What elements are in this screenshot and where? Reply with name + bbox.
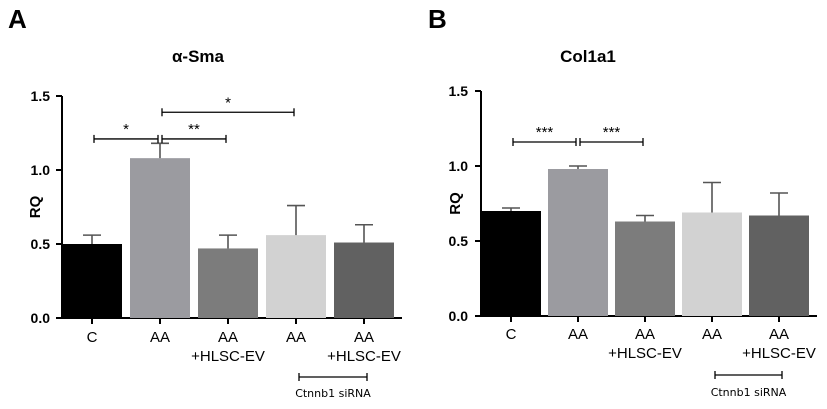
group-label: Ctnnb1 siRNA xyxy=(295,387,371,400)
group-label: Ctnnb1 siRNA xyxy=(711,386,787,399)
panel-letter: A xyxy=(8,4,27,34)
y-tick-label: 0.0 xyxy=(449,308,469,324)
x-tick-label: AA xyxy=(354,329,374,346)
x-tick-label-line2: +HLSC-EV xyxy=(608,345,682,362)
bar xyxy=(198,248,258,318)
panel-a: Aα-Sma RQ 0.0 0.5 1.0 1.5 C AA AA +HLSC-EV AA AA +HL… xyxy=(8,4,402,400)
x-tick-label: C xyxy=(87,329,98,346)
bar xyxy=(548,169,608,316)
y-axis-label: RQ xyxy=(27,195,44,218)
bar xyxy=(130,158,190,318)
chart-title: α-Sma xyxy=(172,47,225,66)
y-tick-label: 0.0 xyxy=(31,310,51,326)
x-tick-label: C xyxy=(506,326,517,343)
x-tick-label: AA xyxy=(150,329,170,346)
y-tick-label: 0.5 xyxy=(31,236,51,252)
y-axis-label: RQ xyxy=(447,192,464,215)
panel-letter: B xyxy=(428,4,447,34)
x-tick-label-line2: +HLSC-EV xyxy=(191,348,265,365)
y-tick-label: 1.5 xyxy=(31,88,51,104)
bar xyxy=(615,221,675,316)
significance-label: * xyxy=(123,121,129,138)
chart-title: Col1a1 xyxy=(560,47,616,66)
significance-label: *** xyxy=(603,124,621,141)
significance-label: ** xyxy=(188,121,200,138)
y-tick-label: 1.5 xyxy=(449,83,469,99)
bar xyxy=(682,212,742,316)
y-tick-label: 1.0 xyxy=(31,162,51,178)
x-tick-label-line2: +HLSC-EV xyxy=(327,348,401,365)
bar xyxy=(334,242,394,318)
x-tick-label: AA xyxy=(635,326,655,343)
x-tick-label: AA xyxy=(218,329,238,346)
x-tick-label: AA xyxy=(286,329,306,346)
bar xyxy=(266,235,326,318)
x-tick-label: AA xyxy=(702,326,722,343)
x-tick-label: AA xyxy=(769,326,789,343)
y-tick-label: 0.5 xyxy=(449,233,469,249)
panel-b: B Col1a1 RQ 0.0 0.5 1.0 1.5 C AA AA +HLSC-EV AA AA +H… xyxy=(428,4,817,399)
y-tick-label: 1.0 xyxy=(449,158,469,174)
x-tick-label-line2: +HLSC-EV xyxy=(742,345,816,362)
bar xyxy=(481,211,541,316)
x-tick-label: AA xyxy=(568,326,588,343)
bar xyxy=(749,215,809,316)
significance-label: *** xyxy=(536,124,554,141)
bar xyxy=(62,244,122,318)
significance-label: * xyxy=(225,94,231,111)
